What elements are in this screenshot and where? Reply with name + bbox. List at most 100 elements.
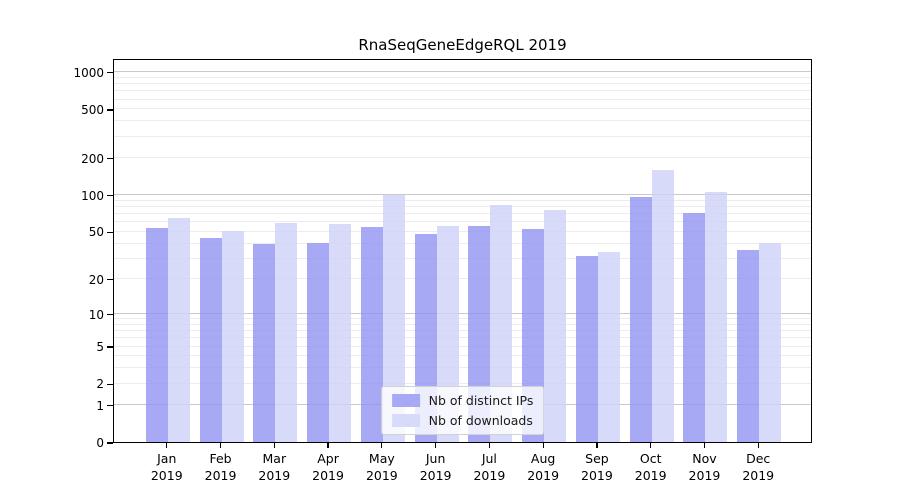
x-tick-month: Nov xyxy=(692,451,717,466)
y-axis-tick-label: 10 xyxy=(88,307,104,322)
minor-gridline xyxy=(114,157,811,159)
minor-gridline xyxy=(114,199,811,201)
legend-label-distinct-ips: Nb of distinct IPs xyxy=(428,393,534,408)
y-axis-tick xyxy=(107,158,113,160)
y-axis-tick xyxy=(107,109,113,111)
x-tick-month: Jul xyxy=(481,451,497,466)
major-gridline xyxy=(114,71,811,73)
minor-gridline xyxy=(114,230,811,232)
x-axis-tick xyxy=(273,443,275,448)
x-tick-month: Oct xyxy=(639,451,662,466)
bar-distinct-ips-oct xyxy=(629,196,652,442)
minor-gridline xyxy=(114,355,811,357)
minor-gridline xyxy=(114,382,811,384)
x-tick-month: Jan xyxy=(157,451,177,466)
bar-downloads-may xyxy=(382,194,405,442)
bar-downloads-aug xyxy=(544,210,567,442)
bar-distinct-ips-feb xyxy=(199,238,222,442)
major-gridline xyxy=(114,194,811,196)
minor-gridline xyxy=(114,345,811,347)
minor-gridline xyxy=(114,135,811,137)
y-axis-tick-label: 1000 xyxy=(73,65,104,80)
x-tick-year: 2019 xyxy=(204,468,237,483)
x-axis-tick-label: Feb 2019 xyxy=(186,450,256,484)
legend-swatch-distinct-ips xyxy=(391,394,420,407)
x-axis-tick-label: Aug 2019 xyxy=(508,450,578,484)
minor-gridline xyxy=(114,98,811,100)
x-tick-month: Mar xyxy=(262,451,287,466)
bar-downloads-nov xyxy=(705,191,728,442)
x-tick-year: 2019 xyxy=(581,468,613,483)
bar-downloads-jul xyxy=(490,205,513,442)
bar-downloads-dec xyxy=(759,243,782,442)
x-axis-tick xyxy=(596,443,598,448)
minor-gridline xyxy=(114,120,811,122)
bar-downloads-feb xyxy=(221,231,244,442)
chart-title: RnaSeqGeneEdgeRQL 2019 xyxy=(358,36,567,54)
y-axis-tick-label: 20 xyxy=(88,272,104,287)
bar-downloads-jan xyxy=(167,217,190,442)
y-axis-tick-label: 5 xyxy=(96,340,104,354)
y-axis-tick-label: 200 xyxy=(81,151,104,166)
x-axis-tick xyxy=(166,443,168,448)
x-axis-tick xyxy=(703,443,706,448)
y-axis-tick-label: 100 xyxy=(81,188,104,203)
minor-gridline xyxy=(114,206,811,208)
bar-downloads-mar xyxy=(275,222,298,442)
bar-distinct-ips-sep xyxy=(575,256,598,442)
minor-gridline xyxy=(114,367,811,369)
x-axis-tick-label: Sep 2019 xyxy=(562,450,632,484)
x-tick-month: Feb xyxy=(209,451,232,466)
x-axis-tick xyxy=(650,443,652,448)
minor-gridline xyxy=(114,221,811,223)
x-tick-year: 2019 xyxy=(688,468,721,483)
bar-distinct-ips-dec xyxy=(737,250,760,442)
minor-gridline xyxy=(114,242,811,244)
bar-downloads-oct xyxy=(651,169,674,442)
x-axis-tick xyxy=(327,443,329,448)
bar-distinct-ips-mar xyxy=(253,244,276,442)
x-axis-tick-label: Nov 2019 xyxy=(669,450,739,484)
y-axis-tick xyxy=(107,383,113,385)
y-axis-tick xyxy=(107,313,113,316)
x-axis-tick xyxy=(488,443,490,448)
bar-downloads-sep xyxy=(597,251,620,442)
x-tick-year: 2019 xyxy=(365,468,398,483)
y-axis-tick xyxy=(107,195,113,197)
x-axis-tick-label: May 2019 xyxy=(347,450,417,484)
x-axis-tick-label: Jun 2019 xyxy=(401,450,471,484)
y-axis-tick xyxy=(107,231,113,233)
y-axis-tick xyxy=(107,346,113,348)
major-gridline xyxy=(114,313,811,315)
y-axis-tick xyxy=(107,72,113,74)
x-tick-year: 2019 xyxy=(473,468,506,483)
x-axis-tick-label: Apr 2019 xyxy=(293,450,363,484)
y-axis-tick-label: 2 xyxy=(96,377,104,392)
x-axis-tick xyxy=(219,443,222,448)
bar-distinct-ips-nov xyxy=(683,212,706,442)
x-axis-tick-label: Oct 2019 xyxy=(616,450,686,484)
x-axis-tick xyxy=(542,443,544,448)
bar-distinct-ips-may xyxy=(360,227,383,442)
legend: Nb of distinct IPs Nb of downloads xyxy=(380,386,545,435)
x-tick-month: Sep xyxy=(585,451,609,466)
minor-gridline xyxy=(114,213,811,215)
minor-gridline xyxy=(114,323,811,325)
minor-gridline xyxy=(114,330,811,332)
minor-gridline xyxy=(114,76,811,78)
x-tick-month: May xyxy=(368,451,395,466)
y-axis-tick-label: 0 xyxy=(96,436,104,450)
x-tick-month: Apr xyxy=(317,451,339,466)
minor-gridline xyxy=(114,257,811,259)
x-tick-year: 2019 xyxy=(742,468,775,483)
legend-swatch-downloads xyxy=(391,414,420,427)
y-axis-tick-label: 500 xyxy=(81,102,104,117)
legend-item-downloads: Nb of downloads xyxy=(391,413,534,428)
x-tick-month: Aug xyxy=(530,451,556,466)
x-tick-year: 2019 xyxy=(150,468,183,483)
bar-distinct-ips-jan xyxy=(145,228,168,442)
minor-gridline xyxy=(114,90,811,92)
x-tick-year: 2019 xyxy=(527,468,560,483)
y-axis-tick xyxy=(107,405,113,407)
minor-gridline xyxy=(114,83,811,85)
